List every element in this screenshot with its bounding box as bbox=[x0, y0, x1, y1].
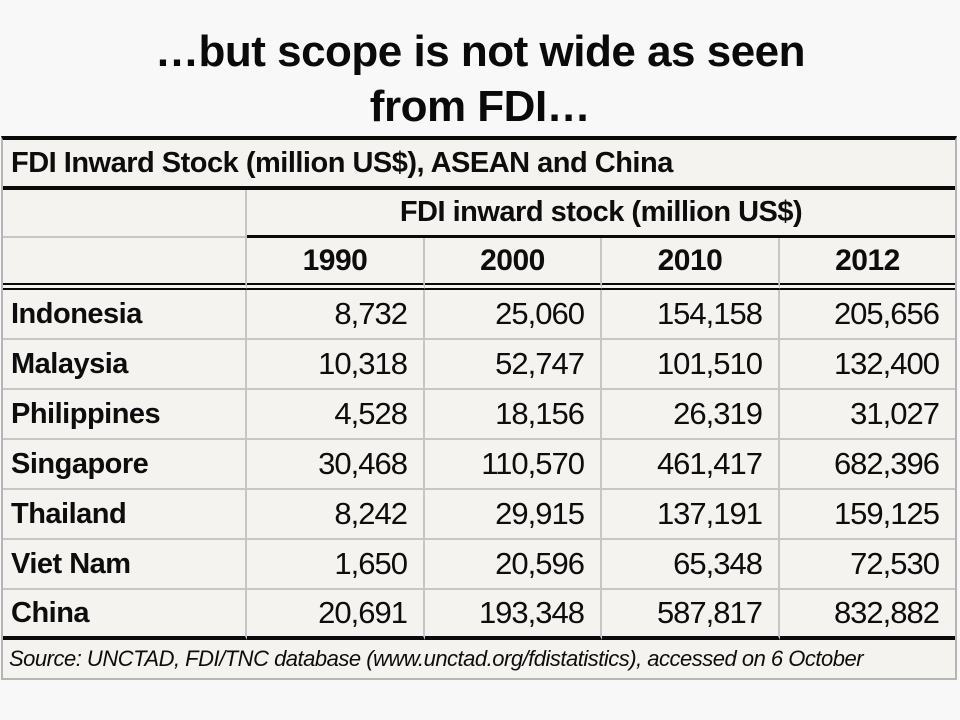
year-header: 2010 bbox=[602, 238, 780, 290]
value-cell: 20,691 bbox=[247, 590, 425, 640]
value-cell: 8,242 bbox=[247, 490, 425, 540]
country-cell: Thailand bbox=[3, 490, 247, 540]
value-cell: 461,417 bbox=[602, 440, 780, 490]
country-cell: China bbox=[3, 590, 247, 640]
corner-cell-bottom bbox=[3, 238, 247, 290]
country-cell: Malaysia bbox=[3, 340, 247, 390]
value-cell: 30,468 bbox=[247, 440, 425, 490]
country-cell: Philippines bbox=[3, 390, 247, 440]
group-header: FDI inward stock (million US$) bbox=[247, 190, 955, 238]
value-cell: 682,396 bbox=[780, 440, 955, 490]
value-cell: 587,817 bbox=[602, 590, 780, 640]
value-cell: 4,528 bbox=[247, 390, 425, 440]
year-header: 2012 bbox=[780, 238, 955, 290]
country-cell: Singapore bbox=[3, 440, 247, 490]
value-cell: 205,656 bbox=[780, 290, 955, 340]
value-cell: 29,915 bbox=[425, 490, 602, 540]
value-cell: 65,348 bbox=[602, 540, 780, 590]
value-cell: 137,191 bbox=[602, 490, 780, 540]
value-cell: 110,570 bbox=[425, 440, 602, 490]
value-cell: 154,158 bbox=[602, 290, 780, 340]
value-cell: 20,596 bbox=[425, 540, 602, 590]
source-note: Source: UNCTAD, FDI/TNC database (www.un… bbox=[9, 646, 864, 671]
value-cell: 193,348 bbox=[425, 590, 602, 640]
title-line-1: …but scope is not wide as seen bbox=[154, 27, 806, 76]
value-cell: 52,747 bbox=[425, 340, 602, 390]
country-cell: Indonesia bbox=[3, 290, 247, 340]
fdi-table: FDI Inward Stock (million US$), ASEAN an… bbox=[1, 136, 957, 680]
value-cell: 31,027 bbox=[780, 390, 955, 440]
value-cell: 132,400 bbox=[780, 340, 955, 390]
value-cell: 26,319 bbox=[602, 390, 780, 440]
year-header: 1990 bbox=[247, 238, 425, 290]
title-line-2: from FDI… bbox=[369, 82, 591, 132]
value-cell: 25,060 bbox=[425, 290, 602, 340]
year-header: 2000 bbox=[425, 238, 602, 290]
corner-cell-top bbox=[3, 190, 247, 238]
table-caption: FDI Inward Stock (million US$), ASEAN an… bbox=[3, 140, 955, 190]
value-cell: 159,125 bbox=[780, 490, 955, 540]
value-cell: 832,882 bbox=[780, 590, 955, 640]
value-cell: 10,318 bbox=[247, 340, 425, 390]
value-cell: 72,530 bbox=[780, 540, 955, 590]
value-cell: 101,510 bbox=[602, 340, 780, 390]
value-cell: 8,732 bbox=[247, 290, 425, 340]
value-cell: 1,650 bbox=[247, 540, 425, 590]
country-cell: Viet Nam bbox=[3, 540, 247, 590]
slide-title: …but scope is not wide as seen from FDI… bbox=[0, 24, 960, 135]
value-cell: 18,156 bbox=[425, 390, 602, 440]
